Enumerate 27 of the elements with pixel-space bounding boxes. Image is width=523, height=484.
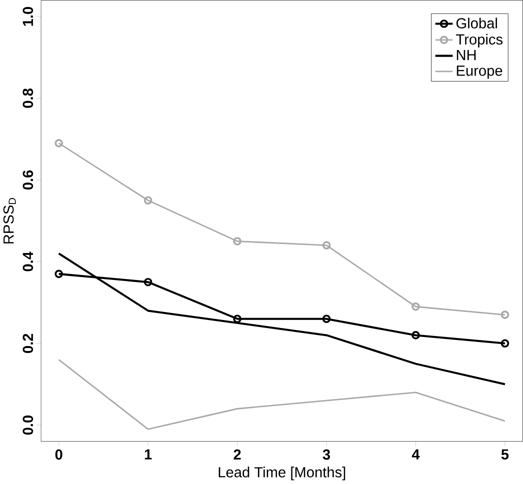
x-tick-label: 3	[322, 450, 330, 460]
x-tick-label: 2	[234, 450, 241, 460]
point	[322, 241, 331, 250]
point	[144, 278, 152, 286]
y-tick-label: 1.0	[22, 7, 34, 26]
point	[233, 314, 242, 324]
y-tick-label: 0.6	[22, 170, 34, 190]
y-axis-title: RPSS$_{D}$	[3, 198, 16, 244]
point	[233, 237, 242, 246]
point	[412, 302, 420, 311]
point	[144, 196, 152, 205]
x-tick-label: 1	[144, 450, 152, 460]
y-tick-label: 0.2	[22, 334, 34, 354]
point	[322, 314, 331, 324]
x-tick-label: 5	[501, 450, 509, 460]
legend-label: Global	[456, 18, 497, 29]
legend-label: Tropics	[456, 34, 503, 48]
x-axis-title: Lead Time [Months]	[218, 466, 346, 480]
point	[412, 331, 420, 340]
y-tick-label: 0.4	[22, 252, 34, 272]
line-series	[58, 359, 506, 430]
x-tick-label: 4	[412, 450, 420, 460]
legend-label: Europe	[456, 66, 502, 79]
legend-label: NH	[456, 50, 476, 60]
y-tick-label: 0.8	[22, 88, 34, 108]
y-tick-label: 0.0	[22, 416, 34, 435]
x-tick-label: 0	[55, 450, 62, 460]
